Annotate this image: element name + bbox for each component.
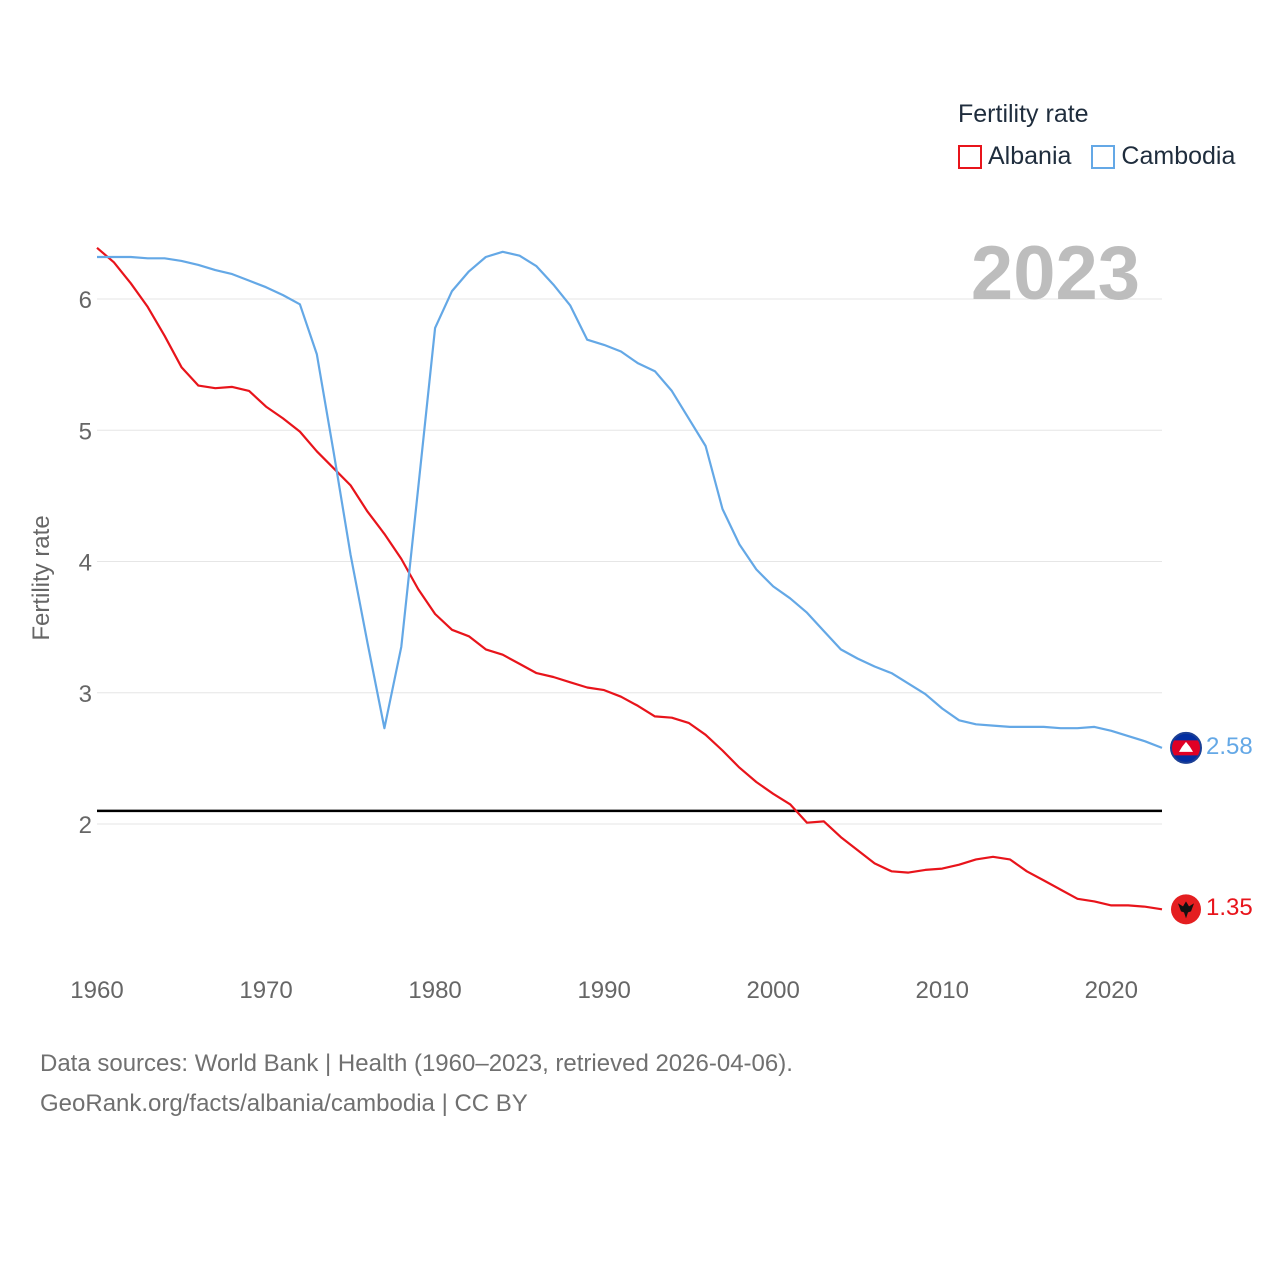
x-tick-label-1980: 1980 xyxy=(408,977,461,1004)
legend-item-albania[interactable]: Albania xyxy=(958,142,1071,171)
x-tick-label-2010: 2010 xyxy=(916,977,969,1004)
x-tick-label-1960: 1960 xyxy=(70,977,123,1004)
y-tick-label-5: 5 xyxy=(79,418,92,445)
legend-label-cambodia: Cambodia xyxy=(1121,142,1236,170)
legend-title: Fertility rate xyxy=(958,100,1089,128)
legend-label-albania: Albania xyxy=(988,142,1072,170)
x-tick-label-2020: 2020 xyxy=(1085,977,1138,1004)
legend-item-cambodia[interactable]: Cambodia xyxy=(1091,142,1235,171)
y-tick-label-2: 2 xyxy=(79,812,92,839)
x-tick-label-1990: 1990 xyxy=(577,977,630,1004)
y-tick-label-6: 6 xyxy=(79,287,92,314)
y-tick-label-3: 3 xyxy=(79,681,92,708)
legend-swatch-cambodia xyxy=(1091,144,1116,169)
end-value-albania: 1.35 xyxy=(1206,894,1253,922)
end-value-cambodia: 2.58 xyxy=(1206,732,1253,760)
x-tick-label-2000: 2000 xyxy=(746,977,799,1004)
source-line-1: Data sources: World Bank | Health (1960–… xyxy=(40,1050,793,1077)
series-line-cambodia xyxy=(97,250,1163,749)
y-tick-label-4: 4 xyxy=(79,550,92,577)
cambodia-flag-ring xyxy=(1170,731,1202,764)
legend-swatch-albania xyxy=(958,144,982,169)
cambodia-flag-temple xyxy=(1179,741,1193,752)
legend: Albania Cambodia xyxy=(958,142,1255,171)
series-line-albania xyxy=(96,246,1163,911)
albania-flag-eagle xyxy=(1178,901,1194,919)
cambodia-flag-icon xyxy=(1170,731,1202,764)
albania-flag-icon xyxy=(1171,894,1201,925)
x-tick-label-1970: 1970 xyxy=(239,977,292,1004)
current-year-label: 2023 xyxy=(970,231,1140,316)
y-axis-title: Fertility rate xyxy=(28,515,55,641)
source-note: Data sources: World Bank | Health (1960–… xyxy=(40,1044,793,1124)
source-line-2[interactable]: GeoRank.org/facts/albania/cambodia | CC … xyxy=(40,1090,528,1117)
